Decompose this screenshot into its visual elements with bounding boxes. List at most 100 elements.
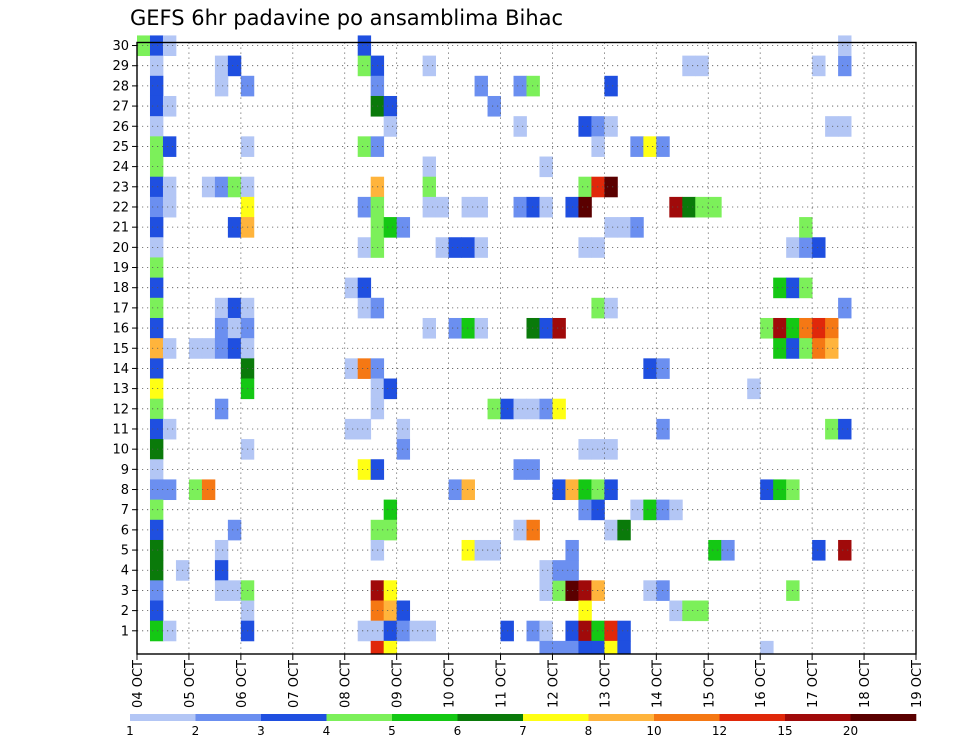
colorbar-swatch xyxy=(588,714,655,721)
heatmap-cell xyxy=(552,560,566,581)
colorbar-swatch xyxy=(719,714,786,721)
heatmap-cell xyxy=(682,55,696,77)
heatmap-cell xyxy=(162,95,177,117)
heatmap-cell xyxy=(162,35,177,57)
heatmap-cell xyxy=(149,95,164,117)
heatmap-cell xyxy=(461,196,475,218)
heatmap-cell xyxy=(149,378,164,400)
heatmap-cell xyxy=(487,398,501,420)
heatmap-cell xyxy=(838,35,852,57)
heatmap-cell xyxy=(643,136,657,157)
heatmap-cell xyxy=(227,55,242,77)
heatmap-cell xyxy=(214,297,229,319)
chart-title: GEFS 6hr padavine po ansamblima Bihac xyxy=(130,6,563,30)
y-tick-label: 7 xyxy=(121,503,129,518)
heatmap-cell xyxy=(838,418,852,440)
heatmap-cell xyxy=(162,479,177,501)
heatmap-cell xyxy=(604,176,618,198)
heatmap-cell xyxy=(227,317,242,339)
heatmap-cell xyxy=(227,519,242,541)
heatmap-cell xyxy=(539,156,553,178)
y-tick-label: 16 xyxy=(112,322,129,337)
heatmap-cell xyxy=(812,338,826,359)
y-tick-label: 3 xyxy=(121,584,129,599)
y-tick-label: 9 xyxy=(121,463,129,478)
heatmap-cell xyxy=(214,580,229,601)
heatmap-cell xyxy=(357,237,372,258)
y-tick-label: 28 xyxy=(112,79,129,94)
heatmap-cell xyxy=(578,499,592,521)
heatmap-cell xyxy=(643,358,657,379)
heatmap-cell xyxy=(448,317,462,339)
heatmap-cell xyxy=(149,358,164,379)
heatmap-cell xyxy=(669,499,683,521)
heatmap-cell xyxy=(578,479,592,501)
heatmap-cell xyxy=(149,75,164,97)
heatmap-cell xyxy=(578,237,592,258)
heatmap-cell xyxy=(396,217,411,238)
heatmap-cell xyxy=(799,317,813,339)
x-tick-label: 06 OCT xyxy=(235,660,250,708)
heatmap-cell xyxy=(604,75,618,97)
heatmap-cell xyxy=(838,55,852,77)
colorbar-swatch xyxy=(523,714,589,721)
heatmap-cell xyxy=(825,317,839,339)
heatmap-cell xyxy=(149,459,164,480)
heatmap-cell xyxy=(149,398,164,420)
heatmap-cell xyxy=(799,277,813,299)
colorbar-swatch xyxy=(457,714,524,721)
heatmap-cell xyxy=(149,35,164,57)
heatmap-cell xyxy=(214,560,229,581)
y-tick-label: 10 xyxy=(112,443,129,458)
heatmap-cell xyxy=(552,580,566,601)
y-tick-label: 20 xyxy=(112,241,129,256)
heatmap-cell xyxy=(578,600,592,622)
heatmap-cell xyxy=(188,479,203,501)
heatmap-cell xyxy=(149,257,164,279)
colorbar-legend: 1 2 3 4 5 6 7 8 10 12 15 20 xyxy=(126,714,917,738)
heatmap-cell xyxy=(227,176,242,198)
heatmap-cell xyxy=(773,317,787,339)
heatmap-cell xyxy=(344,418,359,440)
heatmap-cell xyxy=(149,156,164,178)
heatmap-cell xyxy=(162,338,177,359)
heatmap-cell xyxy=(149,499,164,521)
heatmap-cell xyxy=(617,620,631,642)
heatmap-cell xyxy=(214,338,229,359)
heatmap-cell xyxy=(461,479,475,501)
y-tick-label: 6 xyxy=(121,523,129,538)
heatmap-cell xyxy=(201,176,216,198)
heatmap-cell xyxy=(227,338,242,359)
heatmap-cell xyxy=(396,418,411,440)
heatmap-cell xyxy=(539,620,553,642)
heatmap-cell xyxy=(578,116,592,137)
heatmap-cell xyxy=(539,560,553,581)
y-tick-label: 25 xyxy=(112,140,129,155)
heatmap-cell xyxy=(604,620,618,642)
heatmap-cell xyxy=(812,55,826,77)
colorbar-label: 3 xyxy=(257,724,265,738)
colorbar-swatch xyxy=(392,714,458,721)
y-tick-label: 11 xyxy=(112,422,129,437)
heatmap-cell xyxy=(604,519,618,541)
heatmap-cell xyxy=(461,539,475,561)
heatmap-cell xyxy=(383,499,398,521)
heatmap-cell xyxy=(617,640,631,655)
heatmap-cell xyxy=(422,176,437,198)
y-tick-label: 21 xyxy=(112,221,129,236)
heatmap-cell xyxy=(201,338,216,359)
heatmap-cell xyxy=(604,297,618,319)
x-tick-label: 16 OCT xyxy=(754,660,769,708)
heatmap-cell xyxy=(149,418,164,440)
heatmap-cell xyxy=(838,116,852,137)
heatmap-cell xyxy=(149,116,164,137)
heatmap-cell xyxy=(838,539,852,561)
heatmap-cell xyxy=(578,176,592,198)
heatmap-cell xyxy=(357,418,372,440)
colorbar-label: 1 xyxy=(126,724,134,738)
heatmap-cell xyxy=(448,479,462,501)
heatmap-cell xyxy=(825,418,839,440)
heatmap-cell xyxy=(669,196,683,218)
x-tick-label: 12 OCT xyxy=(546,660,561,708)
